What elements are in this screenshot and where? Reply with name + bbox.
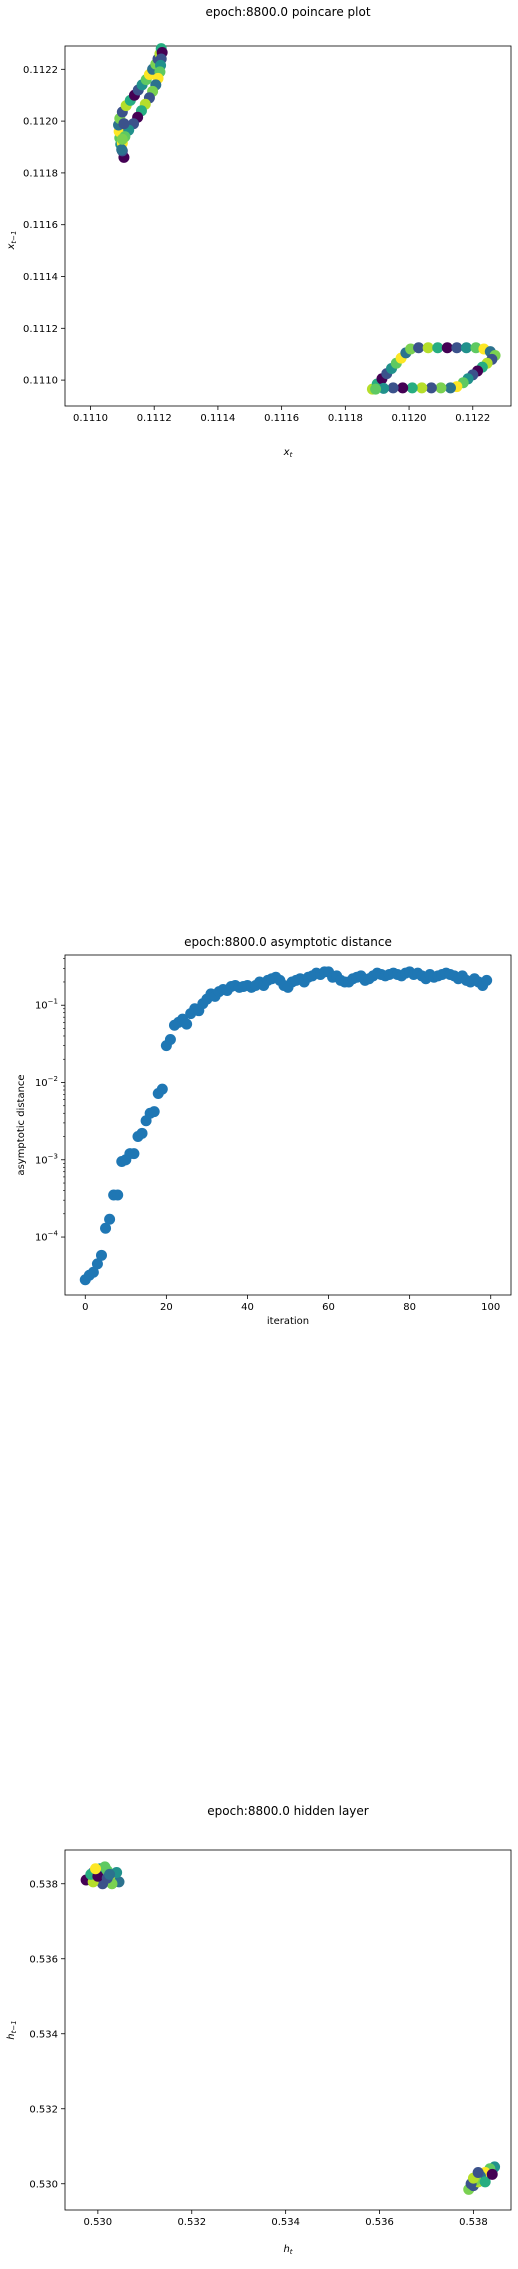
x-axis: 0 20 40 60 80 100 bbox=[82, 1295, 500, 1313]
scatter-point bbox=[413, 342, 425, 354]
y-tick-label: 0.532 bbox=[29, 2104, 58, 2115]
poincare-chart: epoch:8800.0 poincare plot 0.1110 0.1112 0… bbox=[6, 5, 512, 459]
scatter-point bbox=[416, 382, 428, 394]
y-tick-label: 10−1 bbox=[35, 998, 58, 1012]
scatter-points bbox=[79, 966, 493, 1286]
y-tick-label: 0.538 bbox=[29, 1879, 58, 1890]
scatter-point bbox=[479, 2176, 491, 2188]
y-tick-label: 10−2 bbox=[35, 1075, 58, 1089]
x-tick-label: 0.534 bbox=[271, 2217, 300, 2228]
y-axis-label: ht−1 bbox=[6, 2020, 18, 2039]
x-axis-label: ht bbox=[283, 2244, 292, 2256]
x-tick-label: 0.1112 bbox=[137, 413, 172, 424]
plot-area bbox=[64, 45, 512, 407]
x-axis: 0.530 0.532 0.534 0.536 0.538 bbox=[84, 2210, 488, 2228]
x-axis-label: xt bbox=[283, 447, 293, 459]
x-tick-label: 100 bbox=[481, 1302, 500, 1313]
y-axis-label: xt−1 bbox=[6, 231, 18, 251]
x-axis: 0.1110 0.1112 0.1114 0.1116 0.1118 0.1120 0.11… bbox=[73, 406, 490, 424]
x-tick-label: 0 bbox=[82, 1302, 88, 1313]
scatter-point bbox=[148, 1106, 160, 1118]
scatter-point bbox=[87, 1266, 99, 1278]
x-tick-label: 0.1114 bbox=[200, 413, 235, 424]
y-tick-label: 10−3 bbox=[35, 1152, 58, 1166]
scatter-point bbox=[90, 1863, 102, 1875]
scatter-point bbox=[451, 342, 463, 354]
scatter-point bbox=[91, 1258, 103, 1270]
scatter-point bbox=[425, 382, 437, 394]
x-axis-label: iteration bbox=[267, 1316, 309, 1327]
plot-area bbox=[64, 954, 512, 1296]
plot-area bbox=[64, 1849, 512, 2211]
scatter-point bbox=[181, 1018, 193, 1030]
scatter-point bbox=[441, 342, 453, 354]
x-tick-label: 0.1110 bbox=[73, 413, 108, 424]
scatter-point bbox=[104, 1213, 116, 1225]
scatter-point bbox=[406, 382, 418, 394]
x-tick-label: 0.532 bbox=[177, 2217, 206, 2228]
y-tick-label: 0.1112 bbox=[23, 324, 58, 335]
scatter-point bbox=[100, 1222, 112, 1234]
hidden-layer-chart: epoch:8800.0 hidden layer 0.530 0.532 0.53… bbox=[6, 1804, 512, 2256]
scatter-point bbox=[432, 342, 444, 354]
scatter-point bbox=[136, 1127, 148, 1139]
scatter-point bbox=[460, 342, 472, 354]
scatter-point bbox=[116, 133, 128, 145]
y-tick-label: 0.1122 bbox=[23, 65, 58, 76]
chart-title: epoch:8800.0 asymptotic distance bbox=[184, 935, 392, 949]
scatter-points bbox=[113, 43, 501, 395]
y-tick-label: 0.530 bbox=[29, 2179, 58, 2190]
scatter-point bbox=[118, 118, 130, 130]
y-axis: 0.530 0.532 0.534 0.536 0.538 bbox=[29, 1879, 65, 2190]
x-tick-label: 0.536 bbox=[365, 2217, 394, 2228]
scatter-point bbox=[116, 144, 128, 156]
x-tick-label: 0.1120 bbox=[392, 413, 427, 424]
scatter-point bbox=[387, 382, 399, 394]
chart-title: epoch:8800.0 hidden layer bbox=[207, 1804, 369, 1818]
asymptotic-distance-chart: epoch:8800.0 asymptotic distance 0 20 40 60… bbox=[16, 935, 512, 1327]
x-tick-label: 20 bbox=[160, 1302, 173, 1313]
scatter-point bbox=[128, 1148, 140, 1160]
scatter-point bbox=[486, 2168, 498, 2180]
y-tick-label: 0.1116 bbox=[23, 220, 58, 231]
y-tick-label: 0.1118 bbox=[23, 168, 58, 179]
scatter-point bbox=[378, 382, 390, 394]
scatter-point bbox=[481, 974, 493, 986]
x-tick-label: 0.1122 bbox=[455, 413, 490, 424]
y-axis: 10−4 10−3 10−2 10−1 bbox=[35, 958, 65, 1244]
scatter-point bbox=[435, 382, 447, 394]
scatter-point bbox=[472, 2167, 484, 2178]
scatter-point bbox=[156, 1083, 168, 1095]
chart-title: epoch:8800.0 poincare plot bbox=[205, 5, 370, 19]
scatter-points bbox=[80, 1861, 501, 2195]
x-tick-label: 80 bbox=[403, 1302, 416, 1313]
scatter-point bbox=[422, 342, 434, 354]
y-tick-label: 10−4 bbox=[35, 1230, 59, 1244]
scatter-point bbox=[370, 383, 382, 395]
x-tick-label: 0.1116 bbox=[264, 413, 299, 424]
x-tick-label: 60 bbox=[322, 1302, 335, 1313]
scatter-point bbox=[112, 1189, 124, 1201]
x-tick-label: 0.1118 bbox=[328, 413, 363, 424]
y-tick-label: 0.1114 bbox=[23, 272, 58, 283]
y-tick-label: 0.536 bbox=[29, 1954, 58, 1965]
x-tick-label: 40 bbox=[241, 1302, 254, 1313]
scatter-point bbox=[397, 382, 409, 394]
scatter-point bbox=[444, 382, 456, 394]
x-tick-label: 0.530 bbox=[84, 2217, 113, 2228]
y-tick-label: 0.1120 bbox=[23, 117, 58, 128]
scatter-point bbox=[95, 1249, 107, 1261]
scatter-point bbox=[104, 1868, 116, 1880]
x-tick-label: 0.538 bbox=[459, 2217, 488, 2228]
y-axis-label: asymptotic distance bbox=[16, 1074, 27, 1175]
scatter-point bbox=[164, 1034, 176, 1046]
y-tick-label: 0.534 bbox=[29, 2029, 58, 2040]
y-tick-label: 0.1110 bbox=[23, 376, 58, 387]
y-axis: 0.1110 0.1112 0.1114 0.1116 0.1118 0.1120 0.11… bbox=[23, 65, 65, 387]
